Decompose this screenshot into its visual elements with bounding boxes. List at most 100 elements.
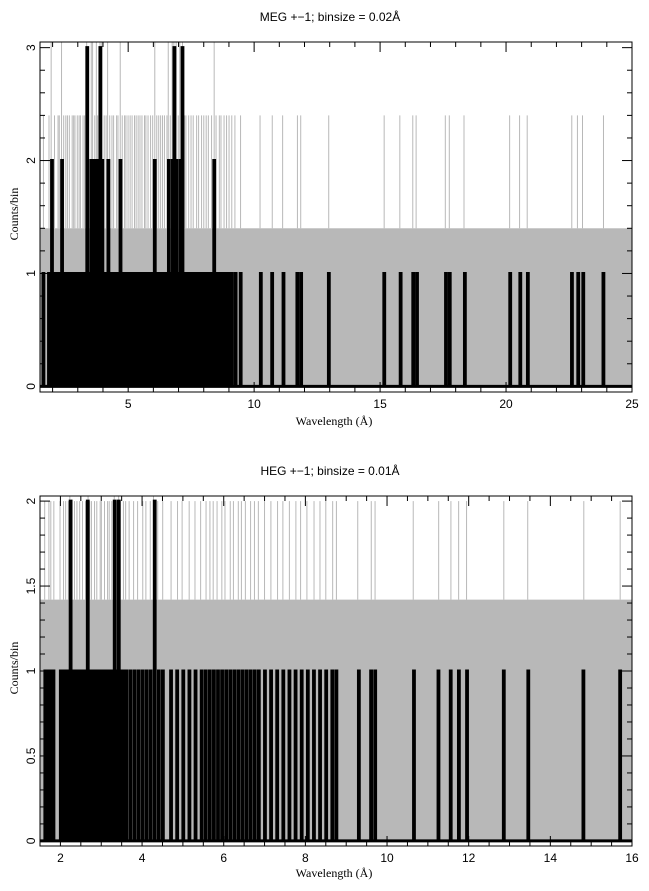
heg-count-bar [369, 669, 374, 841]
heg-count-bar [187, 669, 192, 841]
meg-count-bar [462, 271, 467, 387]
meg-count-bar [209, 271, 214, 387]
heg-count-bar [85, 499, 90, 841]
meg-count-bar [212, 159, 217, 387]
meg-y-tick-label: 0 [24, 383, 38, 390]
heg-count-bar [330, 669, 335, 841]
heg-count-bar [71, 669, 75, 841]
heg-count-bar [112, 499, 117, 841]
heg-count-bar [144, 669, 149, 841]
heg-count-bar [448, 669, 453, 841]
meg-count-bar [53, 271, 57, 387]
meg-count-bar [281, 271, 286, 387]
meg-count-bar [233, 271, 238, 387]
meg-x-tick-label: 15 [373, 397, 387, 411]
heg-count-bar [175, 669, 180, 841]
meg-count-bar [219, 271, 224, 387]
heg-count-bar [156, 669, 161, 841]
meg-y-tick-label: 2 [24, 157, 38, 164]
heg-count-bar [63, 669, 68, 841]
heg-count-bar [618, 669, 623, 841]
heg-count-bar [281, 669, 286, 841]
heg-count-bar [287, 669, 292, 841]
heg-count-bar [100, 669, 105, 841]
heg-count-bar [203, 669, 208, 841]
heg-count-bar [90, 669, 95, 841]
heg-count-bar [119, 669, 124, 841]
meg-count-bar [525, 271, 530, 387]
heg-count-bar [160, 669, 165, 841]
meg-count-bar [192, 271, 196, 387]
meg-count-bar [41, 271, 46, 387]
meg-count-bar [398, 271, 403, 387]
heg-count-bar [169, 669, 173, 841]
heg-count-bar [199, 669, 204, 841]
heg-count-bar [252, 669, 257, 841]
heg-count-bar [456, 669, 461, 841]
heg-count-bar [275, 669, 280, 841]
meg-count-bar [197, 271, 202, 387]
meg-count-bar [199, 271, 204, 387]
meg-y-tick-label: 1 [24, 270, 38, 277]
heg-count-bar [526, 669, 531, 841]
heg-count-bar [95, 669, 100, 841]
meg-count-bar [207, 271, 212, 387]
meg-x-tick-label: 25 [625, 397, 639, 411]
heg-count-bar [334, 669, 339, 841]
meg-count-bar [194, 271, 199, 387]
heg-count-bar [61, 669, 66, 841]
heg-x-axis-label: Wavelength (Å) [296, 866, 373, 880]
heg-y-axis-label: Counts/bin [7, 642, 21, 695]
heg-count-bar [193, 669, 198, 841]
heg-count-bar [152, 499, 157, 841]
heg-count-bar [51, 669, 56, 841]
heg-chart-title: HEG +−1; binsize = 0.01Å [260, 463, 399, 478]
heg-count-bar [78, 669, 83, 841]
meg-x-tick-label: 5 [125, 397, 132, 411]
meg-count-bar [222, 271, 227, 387]
heg-count-bar [128, 669, 133, 841]
heg-count-bar [248, 669, 253, 841]
heg-count-bar [207, 669, 212, 841]
meg-count-bar [204, 271, 209, 387]
meg-y-axis-label: Counts/bin [7, 188, 21, 241]
heg-count-bar [110, 669, 115, 841]
heg-count-bar [121, 669, 126, 841]
meg-count-bar [326, 271, 331, 387]
meg-count-bar [570, 271, 574, 387]
heg-count-bar [181, 669, 186, 841]
meg-count-bar [202, 271, 207, 387]
heg-count-bar [240, 669, 245, 841]
meg-count-bar [518, 271, 523, 387]
heg-count-bar [148, 669, 153, 841]
heg-count-bar [136, 669, 141, 841]
heg-count-bar [236, 669, 241, 841]
meg-x-tick-label: 10 [247, 397, 261, 411]
meg-panel: MEG +−1; binsize = 0.02Å Wavelength (Å) … [7, 9, 639, 428]
heg-count-bar [324, 669, 329, 841]
heg-count-bar [80, 669, 85, 841]
heg-count-bar [305, 669, 310, 841]
heg-count-bar [116, 499, 121, 841]
meg-count-bar [238, 271, 243, 387]
heg-count-bar [124, 669, 129, 841]
meg-x-axis-label: Wavelength (Å) [296, 414, 373, 428]
heg-count-bar [73, 669, 78, 841]
heg-x-tick-label: 2 [57, 851, 64, 865]
heg-count-bar [140, 669, 145, 841]
heg-x-tick-label: 4 [139, 851, 146, 865]
meg-count-bar [299, 271, 304, 387]
heg-y-tick-label: 0 [24, 837, 38, 844]
heg-count-bar [212, 669, 216, 841]
heg-count-bar [76, 669, 80, 841]
meg-count-bar [258, 271, 263, 387]
heg-count-bar [224, 669, 229, 841]
heg-count-bar [103, 669, 107, 841]
heg-count-bar [269, 669, 273, 841]
heg-y-tick-label: 1.5 [24, 577, 38, 594]
heg-x-tick-label: 6 [220, 851, 227, 865]
heg-count-bar [373, 669, 378, 841]
heg-count-bar [132, 669, 137, 841]
heg-count-bar [93, 669, 98, 841]
